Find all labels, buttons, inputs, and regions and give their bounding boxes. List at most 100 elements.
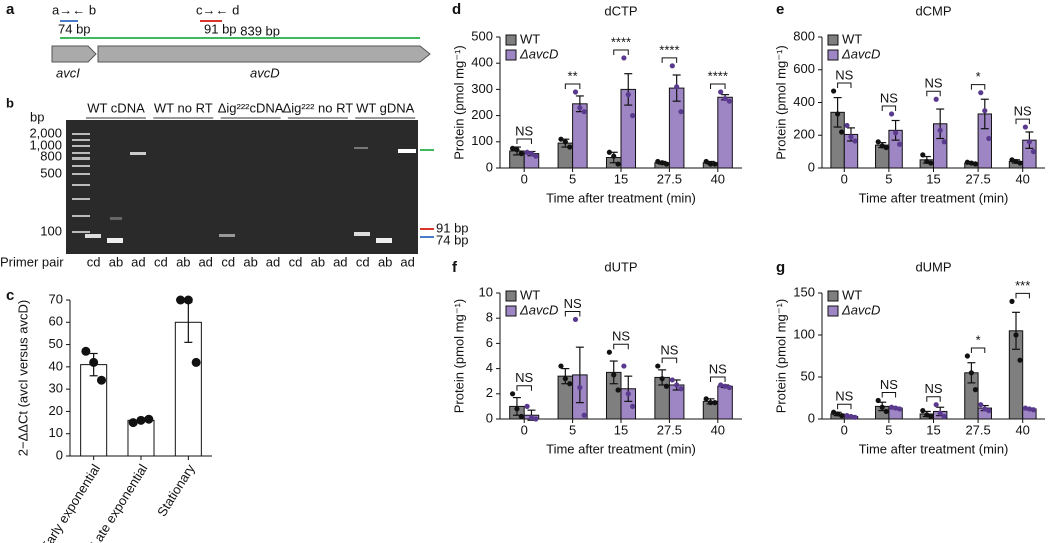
- x-tick-label: 27.5: [965, 171, 990, 186]
- x-tick-label: 5: [885, 422, 892, 437]
- data-point: [937, 410, 943, 416]
- data-point: [678, 386, 684, 392]
- data-point: [718, 89, 724, 95]
- data-point: [879, 143, 885, 149]
- data-point: [659, 376, 665, 382]
- amplicon-size: 74 bp: [58, 21, 91, 36]
- data-point: [659, 160, 665, 166]
- panel-label: g: [776, 259, 785, 276]
- ladder-label: 1,000: [29, 137, 62, 152]
- data-point: [875, 139, 881, 145]
- gene-label: avcD: [250, 65, 280, 80]
- lane-label: cd: [289, 254, 303, 269]
- y-tick-label: 500: [471, 28, 493, 43]
- data-point: [518, 413, 524, 420]
- data-point: [567, 381, 573, 387]
- data-point: [1030, 149, 1037, 155]
- y-tick-label: 20: [49, 403, 63, 418]
- legend-label: WT: [520, 31, 540, 46]
- significance-label: NS: [835, 67, 853, 82]
- x-tick-label: 40: [1015, 422, 1029, 437]
- data-point: [888, 111, 895, 117]
- amplicon-size: 839 bp: [240, 23, 280, 38]
- data-point: [839, 129, 845, 135]
- data-point: [933, 402, 939, 408]
- data-point: [176, 295, 186, 305]
- lane-label: ab: [109, 254, 123, 269]
- data-point: [920, 408, 926, 414]
- data-point: [509, 145, 516, 151]
- data-point: [897, 406, 903, 412]
- data-point: [707, 161, 714, 167]
- panel-label: d: [452, 1, 461, 18]
- significance-bracket: [881, 392, 897, 398]
- data-point: [986, 408, 992, 414]
- legend-swatch: [505, 290, 517, 302]
- data-point: [615, 161, 621, 167]
- data-point: [572, 89, 579, 95]
- data-point: [839, 413, 845, 419]
- significance-label: NS: [1014, 104, 1032, 119]
- y-tick-label: 100: [471, 133, 493, 148]
- y-axis-label: Protein (pmol mg⁻¹): [451, 299, 466, 414]
- data-point: [1013, 332, 1019, 338]
- panel-label: e: [776, 1, 784, 18]
- data-point: [581, 412, 587, 418]
- gel-bands: [85, 147, 416, 243]
- data-point: [712, 161, 718, 167]
- y-tick-label: 300: [471, 81, 493, 96]
- legend-label: WT: [842, 31, 862, 46]
- data-point: [978, 402, 984, 408]
- significance-bracket: [710, 376, 726, 382]
- lane-label: cd: [87, 254, 101, 269]
- ladder-label: 500: [40, 165, 62, 180]
- lane-label: ab: [378, 254, 392, 269]
- data-point: [1026, 406, 1032, 412]
- data-point: [830, 409, 837, 415]
- data-point: [830, 88, 837, 94]
- data-point: [630, 113, 636, 119]
- legend-swatch: [827, 34, 839, 46]
- data-point: [674, 382, 680, 388]
- significance-label: ****: [611, 34, 631, 49]
- significance-bracket: [1015, 292, 1030, 299]
- y-tick-label: 30: [49, 381, 63, 396]
- lane-label: ad: [198, 254, 212, 269]
- gene-map: a a→← b 74 bp c→← d 91 bp 839 bp avcI av…: [6, 1, 431, 80]
- significance-label: ***: [1015, 278, 1030, 293]
- y-axis-label: Protein (pmol mg⁻¹): [451, 45, 466, 160]
- primer-pair-label: Primer pair: [0, 254, 64, 269]
- x-tick-label: 40: [711, 171, 725, 186]
- data-point: [655, 158, 661, 165]
- ladder-label: 100: [40, 223, 62, 238]
- data-point: [562, 139, 568, 145]
- data-point: [722, 95, 728, 102]
- data-point: [655, 363, 661, 369]
- y-tick-label: 4: [486, 360, 493, 375]
- lane-label: cd: [154, 254, 168, 269]
- data-point: [1013, 158, 1019, 165]
- data-point: [81, 346, 91, 356]
- significance-label: *: [976, 332, 981, 347]
- x-axis-label: Time after treatment (min): [546, 441, 696, 456]
- data-point: [669, 63, 675, 69]
- data-point: [875, 397, 881, 404]
- x-axis-label: Time after treatment (min): [546, 190, 696, 205]
- data-point: [558, 136, 564, 142]
- error-bar: [980, 98, 989, 130]
- significance-label: NS: [880, 377, 898, 392]
- y-tick-label: 70: [49, 291, 63, 306]
- data-point: [888, 404, 895, 410]
- data-point: [852, 138, 858, 144]
- lane-group-label: WT cDNA: [87, 100, 145, 115]
- data-point: [835, 411, 841, 417]
- data-point: [625, 391, 631, 397]
- significance-label: NS: [835, 389, 853, 404]
- significance-label: ****: [659, 42, 679, 57]
- data-point: [611, 153, 617, 159]
- significance-bracket: [564, 83, 581, 90]
- significance-label: NS: [880, 90, 898, 105]
- significance-label: **: [568, 68, 578, 83]
